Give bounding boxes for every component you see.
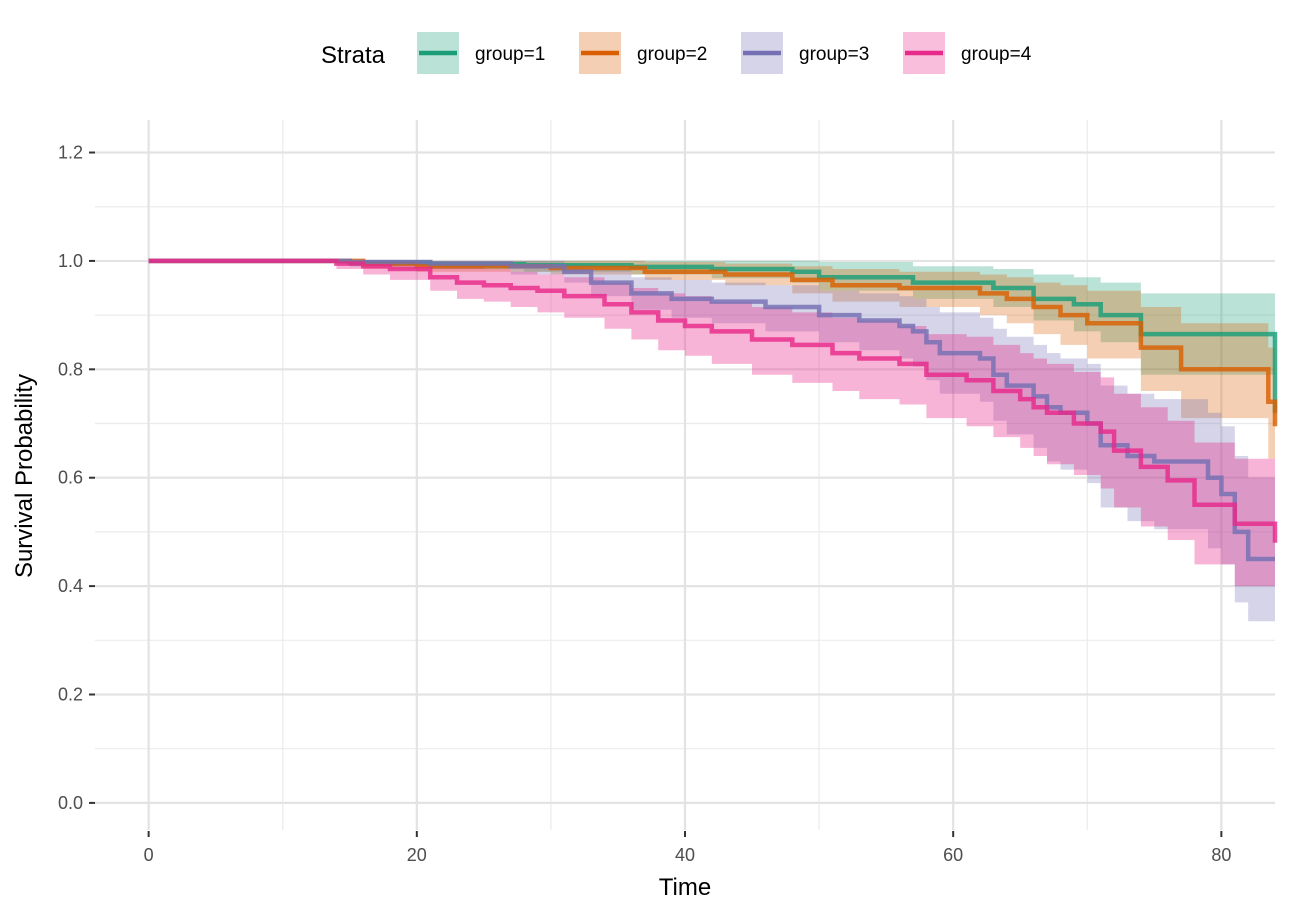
grid: [95, 120, 1275, 830]
x-tick-label: 0: [144, 845, 154, 865]
y-tick-label: 0.0: [58, 793, 83, 813]
x-tick-label: 60: [943, 845, 963, 865]
legend-label-2: group=2: [637, 44, 707, 65]
y-axis-title: Survival Probability: [11, 374, 38, 578]
axes: 0.0 0.2 0.4 0.6 0.8 1.0 1.2 0 20 40 60 80: [58, 143, 1231, 865]
legend: Strata group=1 group=2 group=3 group=4: [321, 32, 1032, 74]
x-tick-label: 20: [407, 845, 427, 865]
x-tick-label: 40: [675, 845, 695, 865]
y-tick-label: 0.8: [58, 359, 83, 379]
survival-line-4: [148, 258, 1278, 543]
confidence-band-3: [148, 260, 1276, 622]
survival-lines: [148, 258, 1278, 562]
legend-label-1: group=1: [475, 44, 545, 65]
legend-label-4: group=4: [961, 44, 1032, 65]
legend-title: Strata: [321, 42, 386, 69]
legend-label-3: group=3: [799, 44, 869, 65]
x-tick-label: 80: [1211, 845, 1231, 865]
y-tick-label: 0.2: [58, 685, 83, 705]
x-axis-title: Time: [659, 874, 711, 901]
survival-line-3: [148, 258, 1275, 562]
y-tick-label: 1.2: [58, 143, 83, 163]
confidence-band-4: [148, 260, 1276, 606]
y-tick-label: 1.0: [58, 251, 83, 271]
y-tick-label: 0.4: [58, 576, 83, 596]
y-tick-label: 0.6: [58, 468, 83, 488]
confidence-bands: [148, 260, 1276, 622]
